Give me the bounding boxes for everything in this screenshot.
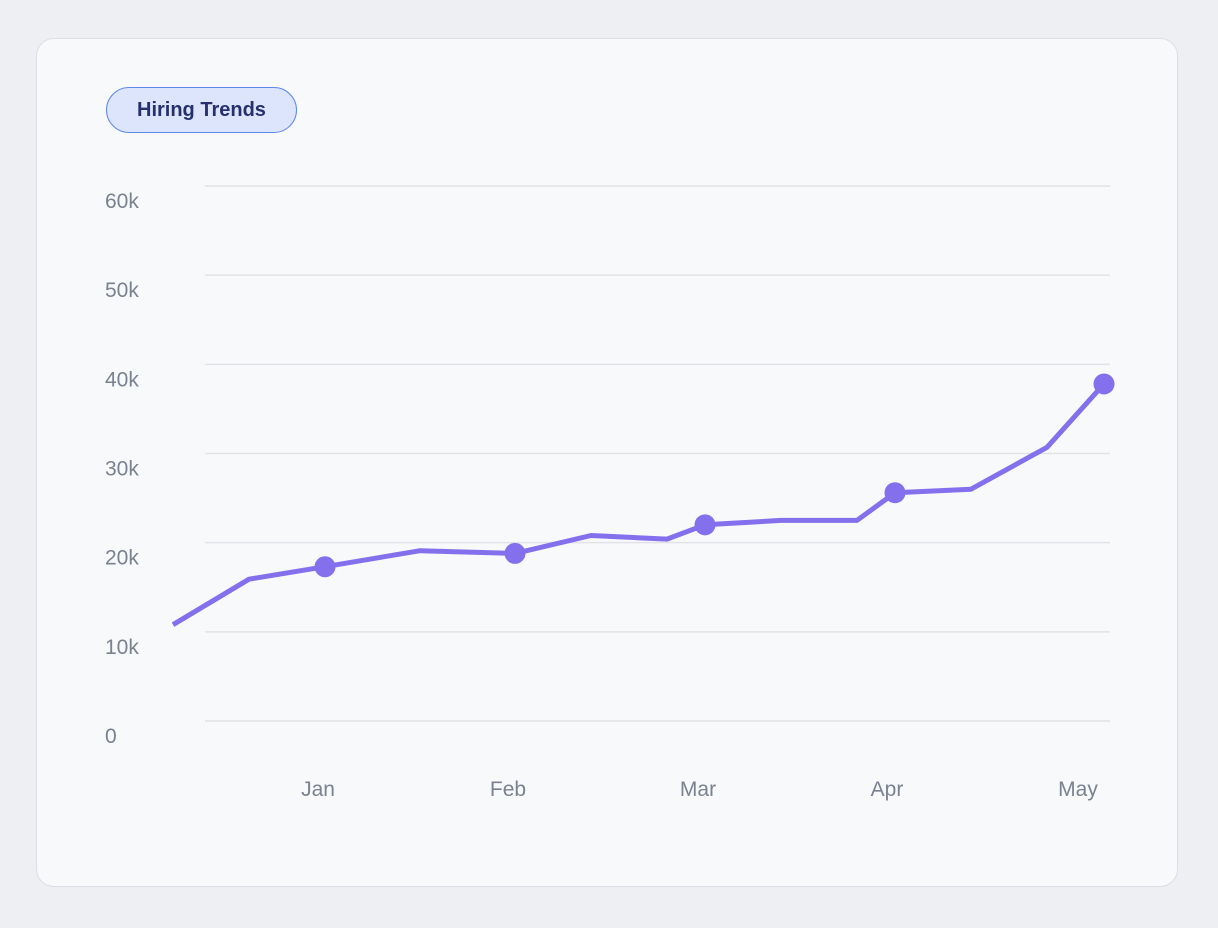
chart-card: Hiring Trends (36, 38, 1178, 887)
chart-title-badge[interactable]: Hiring Trends (106, 87, 297, 133)
